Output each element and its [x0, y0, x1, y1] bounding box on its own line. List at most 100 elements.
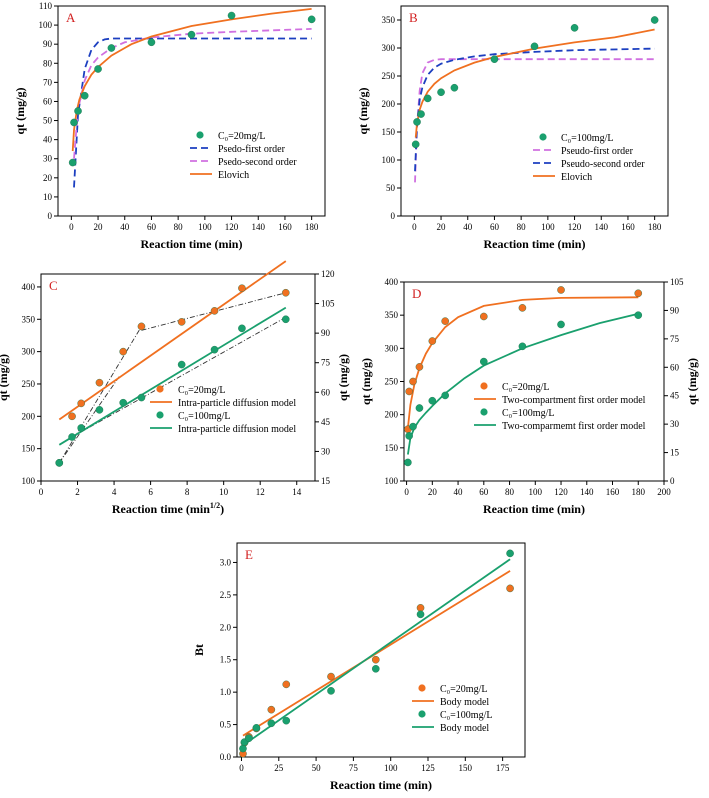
series-line-blue	[414, 47, 655, 172]
fit-line-orange	[407, 296, 639, 428]
panel-label: E	[245, 547, 253, 562]
legend-marker	[480, 382, 488, 390]
y-tick-label: 0.5	[220, 720, 232, 730]
y-tick-label: 350	[385, 310, 399, 320]
legend-label: Psedo-second order	[218, 157, 297, 168]
legend-label: Elovich	[561, 172, 592, 183]
y2-tick-label: 45	[670, 391, 680, 401]
legend-label: Two-comparmemt first order model	[502, 421, 646, 432]
x-tick-label: 12	[256, 487, 265, 497]
data-point-orange	[428, 337, 437, 345]
data-point	[70, 118, 78, 127]
data-point-green	[238, 324, 246, 333]
data-point-green	[518, 342, 527, 351]
y2-tick-label: 75	[321, 358, 331, 368]
panel-a: 0 20 40 60 80 100 120 140 160 180 0 10 20 30 40 50 60 70 8…	[13, 1, 326, 251]
data-point-orange	[77, 399, 85, 408]
y-tick-label: 3.0	[220, 557, 232, 567]
x-axis-label: Reaction time (min1/2)	[112, 501, 224, 516]
legend-marker	[480, 408, 488, 416]
y-tick-label: 50	[43, 116, 53, 126]
legend-label: Body model	[440, 697, 489, 708]
y-tick-label: 150	[22, 444, 36, 454]
y-tick-label: 250	[385, 377, 399, 387]
x-tick-label: 4	[112, 487, 117, 497]
data-point-green	[210, 345, 219, 354]
data-point-green	[137, 393, 146, 402]
legend-label: Elovich	[218, 170, 249, 181]
data-point-green	[252, 724, 261, 732]
y-tick-label: 250	[382, 71, 396, 81]
legend: C₀=20mg/L Body model C₀=100mg/L Body model	[412, 684, 492, 734]
data-point	[530, 42, 539, 51]
y2-tick-label: 45	[321, 417, 331, 427]
x-tick-label: 40	[463, 222, 473, 232]
data-point	[650, 16, 659, 24]
x-tick-label: 150	[459, 763, 473, 773]
x-tick-label: 140	[580, 487, 594, 497]
x-tick-label: 60	[147, 222, 157, 232]
x-axis-label-close: )	[220, 502, 224, 516]
y-axis-label: qt (mg/g)	[13, 88, 27, 135]
data-point	[423, 94, 432, 103]
legend: C₀=20mg/L Intra-particle diffusion model C…	[150, 385, 296, 435]
series-line-blue	[73, 37, 312, 188]
y-axis-label: qt (mg/g)	[359, 358, 373, 405]
y-tick-label: 100	[39, 20, 53, 30]
y-tick-label: 70	[43, 77, 53, 87]
data-point-green	[404, 458, 412, 467]
panel-d: 0 20 40 60 80 100 120 140 160 180 2001001502002503…	[359, 277, 699, 516]
x-tick-label: 140	[595, 222, 609, 232]
data-point-green	[480, 357, 488, 366]
x-axis-label: Reaction time (min)	[330, 778, 432, 792]
x-tick-label: 160	[278, 222, 292, 232]
data-point-green	[405, 432, 413, 440]
legend-marker	[539, 133, 547, 141]
data-point	[490, 55, 499, 64]
y2-axis-label: qt (mg/g)	[336, 354, 350, 401]
y-tick-label: 0	[48, 211, 53, 221]
x-tick-label: 10	[219, 487, 229, 497]
x-tick-label: 160	[621, 222, 635, 232]
fit-line-green	[242, 558, 511, 747]
x-tick-label: 2	[75, 487, 80, 497]
legend: C₀=20mg/L Two-compartment first order mod…	[474, 382, 646, 432]
data-point-orange	[137, 322, 146, 331]
panel-e: 0 25 50 75 100 125 150 175 0.0 0.5 1.0 1.5 2.0 2.5 3.0…	[192, 542, 526, 792]
y-tick-label: 150	[385, 443, 399, 453]
x-tick-label: 14	[292, 487, 302, 497]
legend-marker	[196, 131, 204, 139]
y2-tick-label: 90	[670, 305, 680, 315]
segment-fit-line	[71, 316, 287, 438]
legend-label: C₀=100mg/L	[178, 411, 230, 422]
data-point-orange	[371, 655, 380, 664]
y-axis-label: qt (mg/g)	[356, 88, 370, 135]
x-tick-label: 0	[69, 222, 74, 232]
x-axis-label: Reaction time (min)	[141, 237, 243, 251]
data-point-orange	[405, 387, 413, 396]
y2-tick-label: 105	[321, 299, 335, 309]
data-point-green	[119, 398, 127, 407]
x-tick-label: 100	[384, 763, 398, 773]
panel-b: 0 20 40 60 80 100 120 140 160 180 0 50 100 150 200 250 3…	[356, 5, 669, 251]
legend-marker	[156, 385, 164, 393]
y-tick-label: 100	[385, 476, 399, 486]
data-point-orange	[415, 363, 424, 371]
data-point	[417, 110, 425, 118]
data-point-orange	[634, 289, 643, 298]
data-point	[80, 91, 89, 100]
legend-label: Intra-particle diffusion model	[178, 398, 296, 409]
x-tick-label: 80	[174, 222, 184, 232]
y-tick-label: 200	[385, 410, 399, 420]
data-point-orange	[441, 317, 449, 325]
x-tick-label: 125	[421, 763, 435, 773]
data-point	[107, 44, 116, 52]
x-tick-label: 0	[404, 487, 409, 497]
legend-label: Psedo-first order	[218, 144, 286, 155]
y2-tick-label: 15	[321, 476, 331, 486]
x-tick-label: 180	[632, 487, 646, 497]
x-tick-label: 6	[148, 487, 153, 497]
x-tick-label: 120	[225, 222, 239, 232]
data-point-green	[634, 311, 643, 319]
y-tick-label: 400	[22, 282, 36, 292]
